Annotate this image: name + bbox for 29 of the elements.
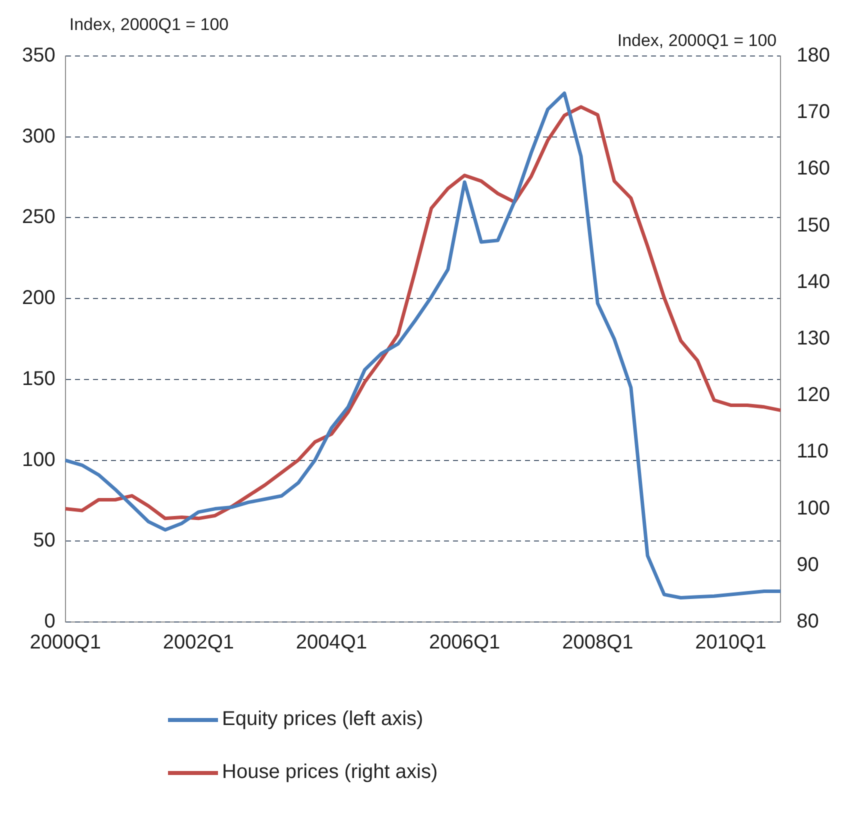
y2-tick-label: 120: [796, 384, 830, 406]
y2-tick-label: 170: [796, 101, 830, 124]
x-tick-label: 2006Q1: [429, 632, 500, 654]
y2-axis-title: Index, 2000Q1 = 100: [617, 31, 777, 50]
y-tick-label: 50: [33, 530, 56, 552]
legend-label: House prices (right axis): [222, 761, 438, 784]
y-tick-label: 200: [22, 287, 56, 310]
y-tick-label: 100: [22, 448, 56, 471]
y-axis-title: Index, 2000Q1 = 100: [69, 15, 229, 34]
y-tick-label: 0: [44, 610, 56, 633]
y2-tick-label: 150: [796, 214, 830, 236]
y-tick-label: 250: [22, 206, 56, 228]
legend-label: Equity prices (left axis): [222, 708, 424, 731]
y2-tick-label: 90: [796, 554, 819, 576]
y2-tick-label: 160: [796, 158, 830, 180]
y-tick-label: 300: [22, 125, 56, 148]
x-tick-label: 2010Q1: [695, 632, 766, 654]
x-tick-label: 2000Q1: [30, 632, 101, 654]
y-tick-label: 350: [22, 44, 56, 67]
y-tick-label: 150: [22, 368, 56, 390]
y2-tick-label: 100: [796, 497, 830, 520]
y2-tick-label: 80: [796, 610, 819, 633]
y2-tick-label: 140: [796, 270, 830, 293]
y2-tick-label: 180: [796, 44, 830, 67]
y2-tick-label: 110: [796, 440, 829, 463]
x-tick-label: 2004Q1: [296, 632, 368, 654]
y2-tick-label: 130: [796, 328, 830, 350]
x-tick-label: 2002Q1: [162, 632, 234, 654]
x-tick-label: 2008Q1: [562, 632, 634, 654]
